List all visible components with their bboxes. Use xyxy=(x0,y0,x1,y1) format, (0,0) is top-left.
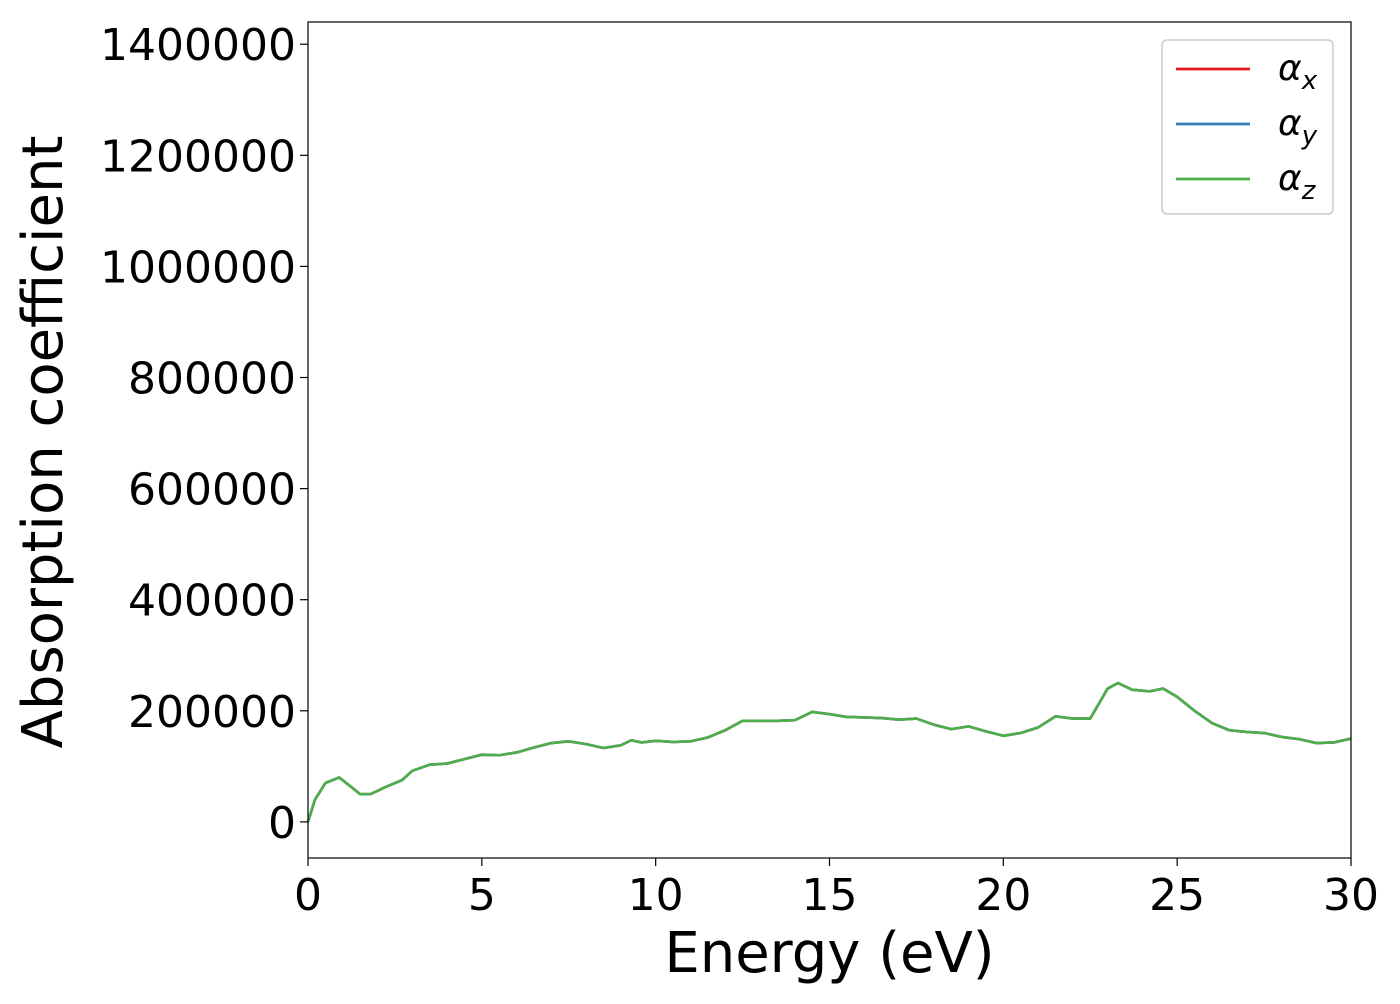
legend-label: αy xyxy=(1278,103,1318,151)
x-tick-label: 10 xyxy=(628,870,684,921)
y-axis-label: Absorption coefficient xyxy=(11,136,76,749)
x-axis-label: Energy (eV) xyxy=(664,921,994,986)
x-tick-label: 5 xyxy=(468,870,496,921)
legend: αx αy αz xyxy=(1161,39,1334,215)
series-line-2 xyxy=(306,681,1352,823)
y-tick-label: 600000 xyxy=(128,465,296,516)
y-tick-label: 1200000 xyxy=(100,131,296,182)
y-tick-label: 1000000 xyxy=(100,242,296,293)
axis-ticks: 0 5 10 15 20 25 30 0 200000 400000 600000 800000 100… xyxy=(100,20,1379,921)
x-tick-label: 15 xyxy=(802,870,858,921)
x-tick-label: 25 xyxy=(1149,870,1205,921)
y-tick-label: 200000 xyxy=(128,687,296,738)
legend-box xyxy=(1161,39,1334,215)
x-tick-label: 20 xyxy=(975,870,1031,921)
series-line-1 xyxy=(306,681,1352,823)
legend-label: αz xyxy=(1278,158,1317,206)
plot-lines xyxy=(306,681,1352,823)
x-tick-label: 0 xyxy=(294,870,322,921)
y-tick-label: 400000 xyxy=(128,576,296,627)
y-tick-label: 800000 xyxy=(128,354,296,405)
y-tick-label: 1400000 xyxy=(100,20,296,71)
x-tick-label: 30 xyxy=(1323,870,1379,921)
series-line-3 xyxy=(306,681,1352,823)
legend-label: αx xyxy=(1278,48,1318,96)
y-tick-label: 0 xyxy=(268,798,296,849)
